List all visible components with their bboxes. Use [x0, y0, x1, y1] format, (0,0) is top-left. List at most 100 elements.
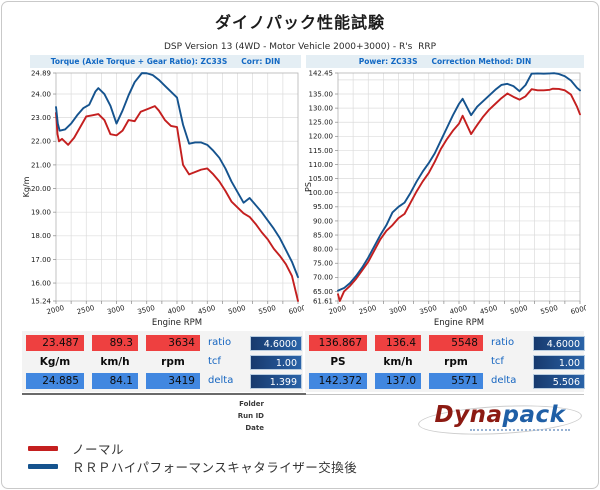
rpm-unit-label: rpm — [444, 356, 468, 368]
legend-item-rrp: ＲＲＰハイパフォーマンスキャタライザー交換後 — [28, 458, 358, 475]
run-id-label: Run ID — [237, 412, 264, 420]
table-divider-right — [306, 394, 584, 395]
delta-label: delta — [208, 375, 234, 386]
legend-item-normal: ノーマル — [28, 440, 125, 457]
legend-swatch-red — [28, 445, 58, 451]
power-peak-value: 136.867 — [309, 335, 367, 351]
power-results-table: 136.867 136.4 5548 ratio 4.6000 PS km/h … — [309, 335, 585, 389]
svg-text:115.00: 115.00 — [309, 147, 334, 155]
dynapack-logo-dyna: Dyna — [434, 402, 503, 428]
torque-correction-label: Corr: DIN — [241, 57, 281, 66]
power-chart-title: Power: ZC33S — [358, 57, 418, 66]
power-peak-rpm: 5548 — [429, 335, 483, 351]
power-chart: 142.45 135.00 130.00 125.00 120.00 115.00 110.… — [304, 69, 586, 328]
svg-text:5500: 5500 — [258, 304, 277, 316]
svg-text:6000: 6000 — [570, 304, 586, 316]
svg-text:23.00: 23.00 — [31, 114, 51, 122]
svg-text:4500: 4500 — [197, 304, 216, 316]
tcf-value: 1.00 — [250, 354, 302, 370]
svg-text:Engine RPM: Engine RPM — [434, 318, 484, 328]
svg-text:90.00: 90.00 — [313, 217, 333, 225]
svg-text:24.00: 24.00 — [31, 90, 51, 98]
torque-chart: 24.89 24.00 23.00 22.00 21.00 20.00 19.00 18.00… — [22, 69, 304, 328]
svg-text:21.00: 21.00 — [31, 161, 51, 169]
svg-text:2000: 2000 — [328, 304, 347, 316]
delta-label: delta — [491, 375, 517, 386]
svg-text:Kg/m: Kg/m — [22, 176, 31, 197]
svg-text:3500: 3500 — [419, 304, 438, 316]
torque-chart-title: Torque (Axle Torque + Gear Ratio): ZC33S — [50, 57, 228, 66]
svg-text:65.00: 65.00 — [313, 288, 333, 296]
svg-text:70.00: 70.00 — [313, 274, 333, 282]
svg-text:20.00: 20.00 — [31, 185, 51, 193]
svg-text:135.00: 135.00 — [309, 90, 334, 98]
svg-text:PS: PS — [304, 182, 313, 192]
ratio-value: 4.6000 — [533, 335, 585, 351]
dynapack-logo-pack: pack — [502, 402, 566, 428]
svg-text:Engine RPM: Engine RPM — [152, 318, 202, 328]
torque-peak-value-rrp: 24.885 — [26, 373, 84, 389]
legend-label-rrp: ＲＲＰハイパフォーマンスキャタライザー交換後 — [72, 459, 358, 475]
legend-label-normal: ノーマル — [72, 441, 125, 457]
torque-peak-rpm-rrp: 3419 — [146, 373, 200, 389]
svg-text:24.89: 24.89 — [31, 69, 51, 77]
page-title: ダイノパック性能試験 — [214, 13, 385, 32]
torque-chart-header: Torque (Axle Torque + Gear Ratio): ZC33S… — [30, 55, 301, 68]
svg-text:85.00: 85.00 — [313, 231, 333, 239]
svg-text:130.00: 130.00 — [309, 105, 334, 113]
legend-swatch-blue — [28, 463, 58, 469]
svg-text:120.00: 120.00 — [309, 133, 334, 141]
power-peak-speed: 136.4 — [375, 335, 421, 351]
torque-unit-label: Kg/m — [39, 356, 71, 368]
svg-text:4000: 4000 — [449, 304, 468, 316]
tcf-value: 1.00 — [533, 354, 585, 370]
rpm-unit-label: rpm — [161, 356, 185, 368]
svg-text:2000: 2000 — [46, 304, 65, 316]
svg-text:5000: 5000 — [509, 304, 528, 316]
tcf-label: tcf — [491, 356, 504, 367]
svg-text:17.00: 17.00 — [31, 256, 51, 264]
svg-text:3000: 3000 — [106, 304, 125, 316]
report-subtitle: DSP Version 13 (4WD - Motor Vehicle 2000… — [163, 42, 437, 52]
svg-text:2500: 2500 — [358, 304, 377, 316]
svg-text:5500: 5500 — [540, 304, 559, 316]
svg-text:5000: 5000 — [227, 304, 246, 316]
ratio-label: ratio — [208, 337, 232, 348]
svg-text:105.00: 105.00 — [309, 175, 334, 183]
svg-text:80.00: 80.00 — [313, 246, 333, 254]
svg-text:75.00: 75.00 — [313, 260, 333, 268]
ratio-value: 4.6000 — [250, 335, 302, 351]
torque-peak-speed: 89.3 — [92, 335, 138, 351]
svg-text:18.00: 18.00 — [31, 232, 51, 240]
svg-text:110.00: 110.00 — [309, 161, 334, 169]
run-info: Folder Run ID Date — [204, 398, 264, 434]
delta-value: 1.399 — [250, 373, 302, 389]
svg-text:19.00: 19.00 — [31, 209, 51, 217]
svg-text:6000: 6000 — [288, 304, 304, 316]
torque-peak-value: 23.487 — [26, 335, 84, 351]
tcf-label: tcf — [208, 356, 221, 367]
folder-label: Folder — [239, 400, 264, 408]
svg-text:4000: 4000 — [167, 304, 186, 316]
svg-text:142.45: 142.45 — [309, 69, 334, 77]
power-unit-label: PS — [330, 356, 346, 368]
power-chart-header: Power: ZC33S Correction Method: DIN — [306, 55, 584, 68]
speed-unit-label: km/h — [383, 356, 413, 368]
power-peak-rpm-rrp: 5571 — [429, 373, 483, 389]
delta-value: 5.506 — [533, 373, 585, 389]
power-peak-speed-rrp: 137.0 — [375, 373, 421, 389]
table-divider-left — [22, 393, 306, 395]
svg-text:100.00: 100.00 — [309, 189, 334, 197]
power-correction-label: Correction Method: DIN — [431, 57, 532, 66]
date-label: Date — [245, 424, 264, 432]
dynapack-logo-tagline — [470, 429, 570, 431]
svg-text:15.24: 15.24 — [31, 297, 52, 305]
speed-unit-label: km/h — [100, 356, 130, 368]
svg-text:3000: 3000 — [388, 304, 407, 316]
svg-text:125.00: 125.00 — [309, 119, 334, 127]
torque-peak-rpm: 3634 — [146, 335, 200, 351]
torque-results-table: 23.487 89.3 3634 ratio 4.6000 Kg/m km/h … — [26, 335, 302, 389]
ratio-label: ratio — [491, 337, 515, 348]
svg-text:61.61: 61.61 — [313, 297, 333, 305]
